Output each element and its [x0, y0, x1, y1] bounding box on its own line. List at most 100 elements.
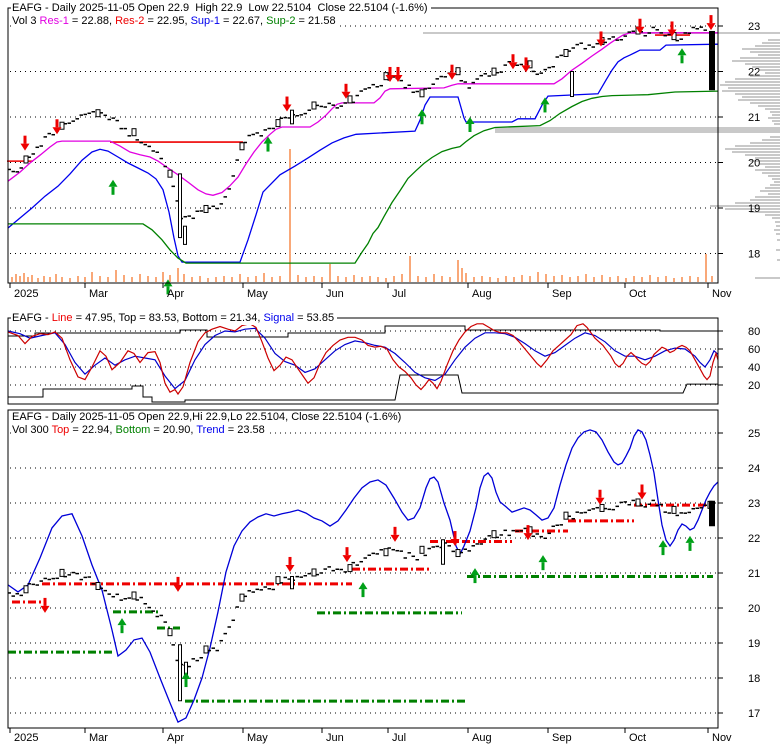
buy-signal-arrow-icon — [358, 582, 368, 590]
x-axis-month-label: Jul — [392, 288, 406, 300]
sell-signal-arrow-icon — [52, 127, 62, 135]
x-axis-month-label: Sep — [552, 288, 572, 300]
x-axis-month-label: May — [247, 732, 268, 744]
sell-signal-arrow-icon — [385, 74, 395, 82]
panel1-title: EAFG - Daily 2025-11-05 Open 22.9 High 2… — [11, 2, 431, 15]
y-axis-tick-label: 23 — [748, 498, 760, 510]
buy-signal-arrow-icon — [538, 555, 548, 563]
buy-signal-arrow-icon — [540, 97, 550, 105]
y-axis-tick-label: 21 — [748, 112, 760, 124]
y-axis-tick-label: 18 — [748, 673, 760, 685]
panel3-title: EAFG - Daily 2025-11-05 Open 22.9,Hi 22.… — [11, 411, 405, 424]
panel1-legend-part: Sup-2 — [266, 15, 296, 27]
y-axis-tick-label: 17 — [748, 708, 760, 720]
series-trend — [7, 429, 719, 724]
panel3-legend-part: = 23.58 — [224, 424, 265, 436]
x-axis-month-label: Mar — [89, 288, 108, 300]
series-sup-1 — [7, 43, 719, 263]
sell-signal-arrow-icon — [342, 555, 352, 563]
x-axis-month-label: 2025 — [14, 288, 38, 300]
sell-signal-arrow-icon — [390, 534, 400, 542]
sell-signal-arrow-icon — [173, 584, 183, 592]
x-axis-month-label: Mar — [89, 732, 108, 744]
sell-signal-arrow-icon — [523, 533, 533, 541]
panel2-legend-part: Signal — [263, 312, 295, 324]
x-axis-month-label: Nov — [712, 288, 732, 300]
sell-signal-arrow-icon — [282, 104, 292, 112]
panel2-title: EAFG - Line = 47.95, Top = 83.53, Bottom… — [11, 312, 338, 325]
y-axis-tick-label: 60 — [748, 344, 760, 356]
panel2-legend-part: Line — [51, 312, 73, 324]
panel3-legend-part: Bottom — [115, 424, 151, 436]
x-axis-month-label: Oct — [629, 288, 646, 300]
y-axis-tick-label: 22 — [748, 67, 760, 79]
panel1-legend-part: Sup-1 — [190, 15, 220, 27]
y-axis-tick-label: 19 — [748, 638, 760, 650]
y-axis-tick-label: 24 — [748, 463, 760, 475]
y-axis-tick-label: 20 — [748, 380, 760, 392]
panel3-legend-part: Vol 300 — [12, 424, 52, 436]
sell-signal-arrow-icon — [596, 39, 606, 47]
y-axis-tick-label: 19 — [748, 203, 760, 215]
panel2-legend-part: = 53.85 — [294, 312, 335, 324]
series-res-1 — [7, 32, 718, 196]
y-axis-tick-label: 22 — [748, 533, 760, 545]
panel2-legend-part: EAFG - — [12, 312, 52, 324]
sell-signal-arrow-icon — [637, 492, 647, 500]
panel3-legend-part: Top — [51, 424, 70, 436]
sell-signal-arrow-icon — [20, 143, 30, 151]
series-line — [7, 323, 719, 396]
x-axis-month-label: Aug — [472, 288, 492, 300]
buy-signal-arrow-icon — [263, 136, 273, 144]
x-axis-month-label: 2025 — [14, 732, 38, 744]
x-axis-month-label: Jun — [326, 732, 344, 744]
buy-signal-arrow-icon — [117, 618, 127, 626]
x-axis-month-label: May — [247, 288, 268, 300]
panel1-legend-part: = 22.95, — [144, 15, 191, 27]
x-axis-month-label: Aug — [472, 732, 492, 744]
series-signal — [7, 327, 719, 390]
buy-signal-arrow-icon — [470, 568, 480, 576]
panel1-legend-part: = 22.67, — [219, 15, 267, 27]
y-axis-tick-label: 20 — [748, 158, 760, 170]
series-bottom — [8, 374, 718, 403]
buy-signal-arrow-icon — [677, 48, 687, 56]
buy-signal-arrow-icon — [417, 109, 427, 117]
x-axis-month-label: Apr — [167, 288, 184, 300]
panel1-legend: Vol 3 Res-1 = 22.88, Res-2 = 22.95, Sup-… — [11, 15, 339, 28]
y-axis-tick-label: 23 — [748, 21, 760, 33]
x-axis-month-label: Jun — [326, 288, 344, 300]
panel2-legend-part: = 47.95, Top = 83.53, Bottom = 21.34, — [72, 312, 264, 324]
panel1-legend-part: = 21.58 — [295, 15, 336, 27]
y-axis-tick-label: 20 — [748, 603, 760, 615]
x-axis-month-label: Jul — [392, 732, 406, 744]
buy-signal-arrow-icon — [465, 117, 475, 124]
buy-signal-arrow-icon — [108, 179, 118, 187]
sell-signal-arrow-icon — [341, 91, 351, 99]
panel3-legend-part: = 20.90, — [150, 424, 197, 436]
buy-signal-arrow-icon — [685, 535, 695, 543]
x-axis-month-label: Sep — [552, 732, 572, 744]
x-axis-month-label: Apr — [167, 732, 184, 744]
sell-signal-arrow-icon — [595, 497, 605, 505]
panel3-legend-part: Trend — [196, 424, 225, 436]
panel1-legend-part: Vol 3 — [12, 15, 40, 27]
panel3-legend-part: = 22.94, — [69, 424, 116, 436]
x-axis-month-label: Nov — [712, 732, 732, 744]
x-axis-month-label: Oct — [629, 732, 646, 744]
sell-signal-arrow-icon — [40, 605, 50, 613]
buy-signal-arrow-icon — [181, 672, 191, 680]
panel3-legend: Vol 300 Top = 22.94, Bottom = 20.90, Tre… — [11, 424, 268, 437]
series-top — [8, 325, 718, 338]
series-sup-2 — [8, 90, 719, 264]
sell-signal-arrow-icon — [667, 29, 677, 37]
sell-signal-arrow-icon — [285, 564, 295, 572]
y-axis-tick-label: 80 — [748, 326, 760, 338]
sell-signal-arrow-icon — [393, 74, 403, 82]
sell-signal-arrow-icon — [706, 23, 716, 31]
panel1-legend-part: Res-1 — [39, 15, 69, 27]
panel1-legend-part: Res-2 — [115, 15, 145, 27]
panel1-legend-part: = 22.88, — [68, 15, 116, 27]
